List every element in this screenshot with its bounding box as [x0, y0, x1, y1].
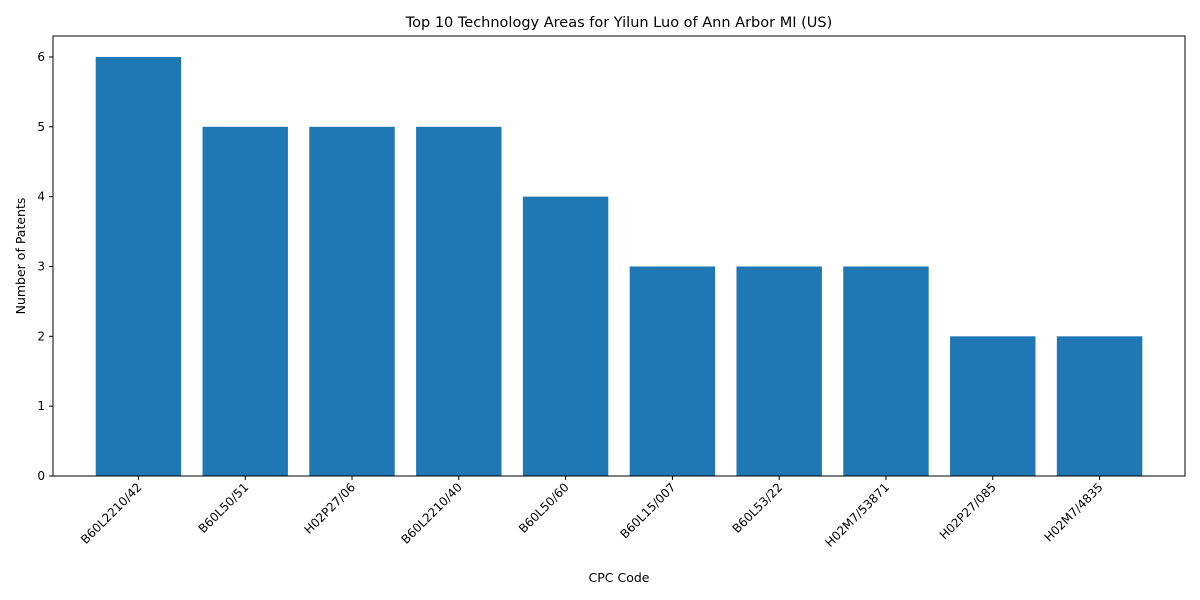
x-tick-label: H02P27/06 [301, 480, 358, 537]
y-tick-label: 3 [37, 259, 45, 273]
x-tick-label: H02M7/53871 [822, 480, 892, 550]
bar [736, 266, 821, 476]
bar [203, 127, 288, 476]
y-axis-ticks: 0 1 2 3 4 5 6 [37, 50, 53, 483]
y-axis-label: Number of Patents [13, 198, 28, 315]
x-tick-label: B60L15/007 [617, 480, 678, 541]
y-tick-label: 2 [37, 329, 45, 343]
bar [950, 336, 1035, 476]
x-axis-label: CPC Code [589, 570, 650, 585]
x-tick-label: B60L50/51 [196, 480, 252, 536]
y-tick-label: 1 [37, 399, 45, 413]
x-tick-label: H02P27/085 [937, 480, 999, 542]
x-tick-label: B60L2210/40 [398, 480, 465, 547]
x-tick-label: B60L53/22 [730, 480, 786, 536]
chart-title: Top 10 Technology Areas for Yilun Luo of… [405, 15, 832, 31]
bar [1057, 336, 1142, 476]
x-tick-label: H02M7/4835 [1041, 480, 1105, 544]
bar [96, 57, 181, 476]
bars-group [96, 57, 1143, 476]
x-axis-ticks: B60L2210/42 B60L50/51 H02P27/06 B60L2210/40… [78, 476, 1106, 550]
y-tick-label: 5 [37, 120, 45, 134]
bar [630, 266, 715, 476]
bar [843, 266, 928, 476]
y-tick-label: 6 [37, 50, 45, 64]
x-tick-label: B60L2210/42 [78, 480, 145, 547]
bar [309, 127, 394, 476]
y-tick-label: 0 [37, 469, 45, 483]
bar [416, 127, 501, 476]
y-tick-label: 4 [37, 190, 45, 204]
bar [523, 197, 608, 476]
x-tick-label: B60L50/60 [516, 480, 572, 536]
